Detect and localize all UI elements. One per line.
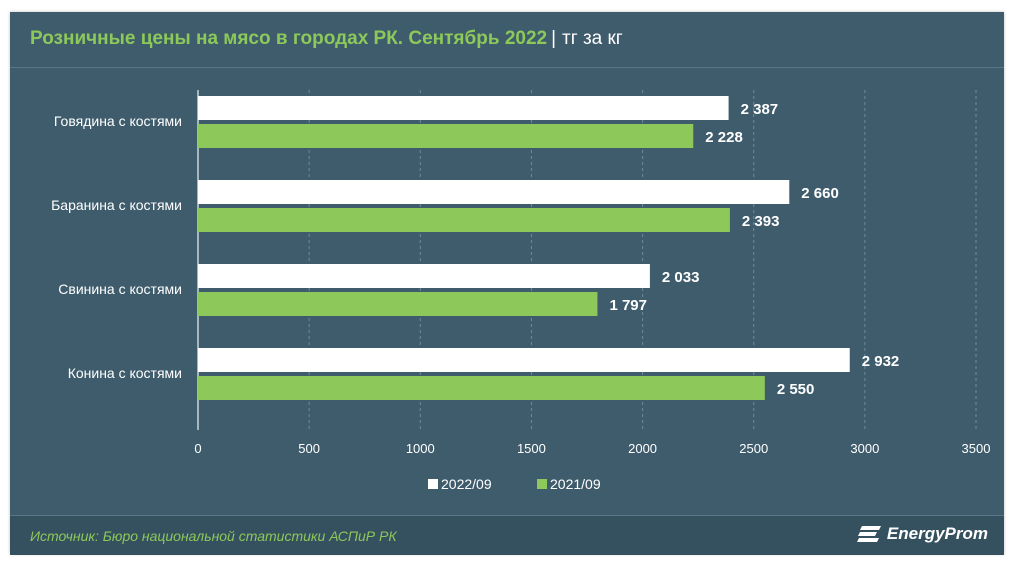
bar-2021-09 (198, 376, 765, 400)
bar-value-label: 2 387 (741, 101, 779, 118)
brand-logo: EnergyProm (856, 524, 988, 544)
bar-2022-09 (198, 180, 790, 204)
x-tick-label: 3000 (850, 441, 879, 456)
bar-value-label: 2 932 (862, 353, 900, 370)
category-label: Свинина с костями (58, 281, 182, 297)
title-separator: | (551, 28, 557, 49)
bar-2021-09 (198, 208, 730, 232)
legend-label: 2022/09 (441, 476, 492, 492)
legend-label: 2021/09 (550, 476, 601, 492)
x-tick-label: 3500 (962, 441, 991, 456)
category-label: Говядина с костями (54, 113, 182, 129)
x-tick-label: 1500 (517, 441, 546, 456)
x-tick-label: 1000 (406, 441, 435, 456)
category-label: Баранина с костями (51, 197, 182, 213)
footer: Источник: Бюро национальной статистики А… (10, 515, 1004, 555)
bar-2022-09 (198, 264, 650, 288)
bar-value-label: 2 550 (777, 381, 815, 398)
logo-text: EnergyProm (886, 524, 988, 543)
chart-frame: Розничные цены на мясо в городах РК. Сен… (10, 12, 1004, 555)
bar-chart: 0 500 1000 1500 2000 2500 3000 3500 Говядина с к… (51, 90, 991, 492)
bar-value-label: 2 228 (705, 129, 743, 146)
source-note: Источник: Бюро национальной статистики А… (30, 528, 397, 544)
bar-2021-09 (198, 292, 598, 316)
x-tick-label: 2000 (628, 441, 657, 456)
legend-swatch (537, 479, 547, 489)
legend-swatch (428, 479, 438, 489)
chart-title-text: Розничные цены на мясо в городах РК. Сен… (30, 28, 548, 49)
chart-title: Розничные цены на мясо в городах РК. Сен… (30, 28, 623, 50)
category-label: Конина с костями (68, 365, 182, 381)
x-tick-label: 0 (194, 441, 201, 456)
bar-value-label: 1 797 (609, 297, 647, 314)
title-bar: Розничные цены на мясо в городах РК. Сен… (10, 12, 1004, 68)
bar-value-label: 2 393 (742, 213, 780, 230)
bar-2021-09 (198, 124, 694, 148)
bar-value-label: 2 033 (662, 269, 700, 286)
bar-value-label: 2 660 (801, 185, 839, 202)
bar-2022-09 (198, 96, 729, 120)
x-tick-label: 500 (298, 441, 320, 456)
x-tick-label: 2500 (739, 441, 768, 456)
energyprom-logo-icon (856, 526, 881, 542)
chart-unit: тг за кг (562, 28, 623, 49)
bar-2022-09 (198, 348, 850, 372)
